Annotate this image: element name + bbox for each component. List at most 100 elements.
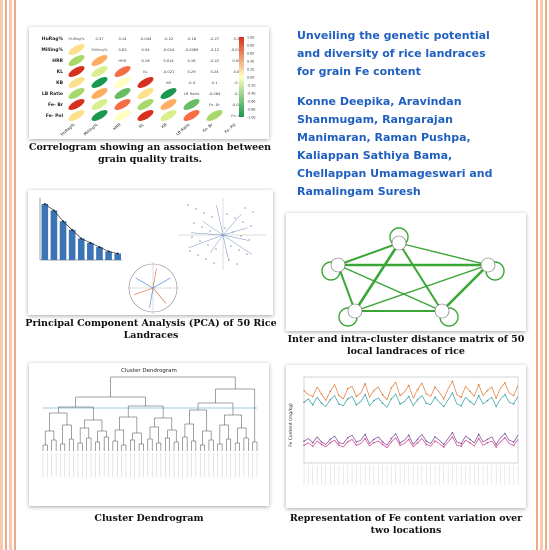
fe-series-point [355, 441, 358, 443]
cluster-network-panel [286, 213, 526, 331]
pca-biplot-arrow [222, 213, 242, 236]
dendrogram-panel: Cluster Dendrogram [29, 363, 269, 506]
correlogram-legend-tick: -0.20 [247, 84, 256, 88]
pca-biplot-point [203, 212, 205, 214]
pca-biplot-point [224, 227, 226, 229]
dendrogram-branch [75, 396, 146, 407]
correlogram-ellipse [114, 88, 131, 99]
pca-biplot-point [213, 262, 215, 264]
dendrogram-branch [223, 414, 242, 428]
fe-content-panel: Fe Content (mg/kg) [286, 365, 526, 508]
pca-biplot-point [191, 236, 193, 238]
scree-point [89, 241, 92, 244]
correlogram-ellipse [68, 55, 85, 66]
fe-series-point [416, 398, 419, 401]
correlogram-diagonal: HRR [118, 58, 126, 63]
correlogram-value: -0.22 [210, 59, 219, 63]
correlogram-row-label: HuRag% [42, 36, 64, 42]
dendrogram-branch [44, 430, 55, 445]
correlogram-col-label: HRR [112, 122, 122, 131]
fe-series-point [346, 398, 349, 400]
fe-series-point [486, 441, 489, 444]
scree-bar [114, 253, 121, 260]
correlogram-legend-tick: -1.00 [247, 116, 256, 120]
fe-series-point [364, 437, 366, 440]
fe-series-point [469, 400, 471, 403]
fe-series-point [346, 441, 349, 443]
fe-series-point [512, 444, 515, 447]
fe-series-point [381, 443, 384, 446]
correlogram-diagonal: KL [143, 69, 148, 74]
left-decorative-border [0, 0, 16, 550]
dendrogram-branch [110, 376, 236, 397]
correlogram-ellipse [91, 55, 108, 66]
fe-series-point [460, 442, 463, 445]
correlogram-legend-tick: 0.80 [247, 44, 254, 48]
cluster-edge [398, 242, 489, 266]
fe-series-point [346, 436, 349, 439]
fe-series-point [434, 440, 436, 442]
dendrogram-branch [62, 424, 72, 444]
fe-series-point [381, 441, 384, 443]
pca-biplot-arrow [216, 205, 224, 236]
dendrogram-branch [226, 438, 232, 451]
dendrogram-branch [219, 424, 229, 444]
pca-biplot-arrow [222, 234, 253, 255]
correlogram-col-label: KL [138, 121, 146, 128]
fe-series-line [303, 380, 519, 402]
correlogram-value: -0.064 [209, 92, 221, 96]
fe-series-point [355, 395, 358, 398]
dendrogram-figure: Cluster Dendrogram [42, 368, 258, 477]
pca-biplot-arrow [209, 234, 224, 254]
fe-series-point [373, 389, 375, 392]
scree-bar [77, 238, 85, 260]
pca-figure [39, 198, 266, 314]
fe-series-point [460, 404, 463, 407]
pca-variable-arrow [152, 277, 171, 289]
fe-series-point [311, 395, 314, 398]
fe-series-point [451, 380, 454, 383]
fe-series-point [486, 399, 489, 402]
correlogram-value: -0.0089 [185, 48, 200, 52]
fe-series-point [381, 393, 384, 396]
fe-series-point [346, 388, 349, 390]
cluster-edge [441, 264, 489, 312]
dendrogram-branch [42, 444, 48, 451]
fe-series-point [477, 394, 480, 397]
fe-series-point [442, 405, 445, 408]
dendrogram-branch [149, 426, 159, 443]
pca-biplot-point [244, 207, 246, 209]
correlogram-value: 0.05 [233, 70, 241, 74]
correlogram-value: -0.12 [210, 48, 219, 52]
correlogram-value: 0.83 [118, 48, 126, 52]
correlogram-diagonal: Fe- Pol [231, 113, 243, 118]
pca-biplot-point [242, 221, 244, 223]
pca-biplot-point [189, 250, 191, 252]
pca-biplot-point [187, 204, 189, 206]
pca-biplot-point [215, 248, 217, 250]
fe-series-point [469, 390, 471, 393]
correlogram-ellipse [114, 77, 131, 88]
cluster-network [321, 227, 505, 327]
fe-series-point [442, 446, 445, 448]
fe-series-point [381, 402, 384, 404]
fe-series-point [373, 441, 375, 444]
correlogram-col-label: Fe- Br [201, 122, 213, 134]
paper-title: Unveiling the genetic potential and dive… [297, 29, 490, 78]
pca-circle-plot [127, 262, 179, 314]
pca-biplot-point [197, 254, 199, 256]
fe-series-point [425, 443, 428, 446]
correlogram-col-label: LB Ratio [175, 122, 191, 137]
pca-caption: Principal Component Analysis (PCA) of 50… [25, 318, 277, 341]
fe-series-point [364, 433, 366, 436]
correlogram-ellipse [114, 99, 131, 110]
pca-biplot-point [240, 235, 242, 237]
correlogram-value: 0.54 [141, 48, 150, 52]
pca-biplot-point [238, 249, 240, 251]
pca-biplot-point [201, 226, 203, 228]
fe-series-point [504, 382, 506, 384]
correlogram-value: 0.37 [95, 37, 103, 41]
fe-series-point [416, 438, 419, 441]
dendrogram-branch [234, 442, 240, 451]
correlogram-value: -0.18 [187, 37, 197, 41]
